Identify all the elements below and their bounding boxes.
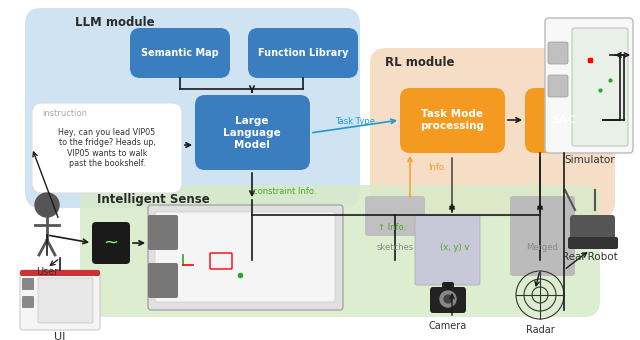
FancyBboxPatch shape	[548, 42, 568, 64]
FancyBboxPatch shape	[80, 185, 600, 317]
Text: Info.: Info.	[428, 164, 447, 172]
FancyBboxPatch shape	[442, 282, 454, 289]
FancyBboxPatch shape	[370, 48, 615, 218]
Text: RL module: RL module	[385, 56, 454, 69]
Text: ~: ~	[104, 234, 118, 252]
FancyBboxPatch shape	[130, 28, 230, 78]
FancyBboxPatch shape	[148, 205, 343, 310]
Text: Simulator: Simulator	[564, 155, 615, 165]
Text: Task Mode
processing: Task Mode processing	[420, 109, 484, 131]
Text: UI: UI	[54, 332, 66, 340]
Text: SAC: SAC	[552, 115, 577, 125]
FancyBboxPatch shape	[92, 222, 130, 264]
FancyBboxPatch shape	[22, 278, 34, 290]
FancyBboxPatch shape	[568, 237, 618, 249]
Text: Real Robot: Real Robot	[562, 252, 618, 262]
FancyBboxPatch shape	[548, 75, 568, 97]
Text: (x, y) v: (x, y) v	[440, 242, 470, 252]
Circle shape	[444, 295, 452, 303]
FancyBboxPatch shape	[572, 28, 628, 146]
Text: ↑ Info.: ↑ Info.	[378, 223, 406, 233]
FancyBboxPatch shape	[25, 8, 360, 208]
FancyBboxPatch shape	[430, 287, 466, 313]
Text: Intelligent Sense: Intelligent Sense	[97, 193, 210, 206]
Circle shape	[35, 193, 59, 217]
Text: Camera: Camera	[429, 321, 467, 331]
Text: sketches: sketches	[376, 242, 413, 252]
Text: Function Library: Function Library	[258, 48, 348, 58]
Text: Task Type: Task Type	[335, 117, 375, 126]
FancyBboxPatch shape	[20, 270, 100, 276]
Text: constraint Info.: constraint Info.	[253, 187, 317, 196]
Text: Merged: Merged	[526, 242, 558, 252]
Circle shape	[440, 291, 456, 307]
FancyBboxPatch shape	[525, 88, 603, 153]
FancyBboxPatch shape	[570, 215, 615, 240]
Text: Hey, can you lead VIP05
to the fridge? Heads up,
VIP05 wants to walk
past the bo: Hey, can you lead VIP05 to the fridge? H…	[58, 128, 156, 168]
FancyBboxPatch shape	[38, 278, 93, 323]
FancyBboxPatch shape	[148, 215, 178, 250]
FancyBboxPatch shape	[545, 18, 633, 153]
FancyBboxPatch shape	[510, 196, 575, 276]
FancyBboxPatch shape	[400, 88, 505, 153]
FancyBboxPatch shape	[195, 95, 310, 170]
FancyBboxPatch shape	[365, 196, 425, 236]
Text: User: User	[36, 267, 58, 277]
FancyBboxPatch shape	[248, 28, 358, 78]
FancyBboxPatch shape	[415, 215, 480, 285]
FancyBboxPatch shape	[155, 212, 335, 302]
Text: instruction: instruction	[42, 108, 87, 118]
Text: Semantic Map: Semantic Map	[141, 48, 219, 58]
FancyBboxPatch shape	[22, 296, 34, 308]
Text: LLM module: LLM module	[75, 17, 155, 30]
Text: Large
Language
Model: Large Language Model	[223, 116, 281, 150]
FancyBboxPatch shape	[148, 263, 178, 298]
FancyBboxPatch shape	[20, 270, 100, 330]
FancyBboxPatch shape	[32, 103, 182, 193]
Text: Radar: Radar	[525, 325, 554, 335]
